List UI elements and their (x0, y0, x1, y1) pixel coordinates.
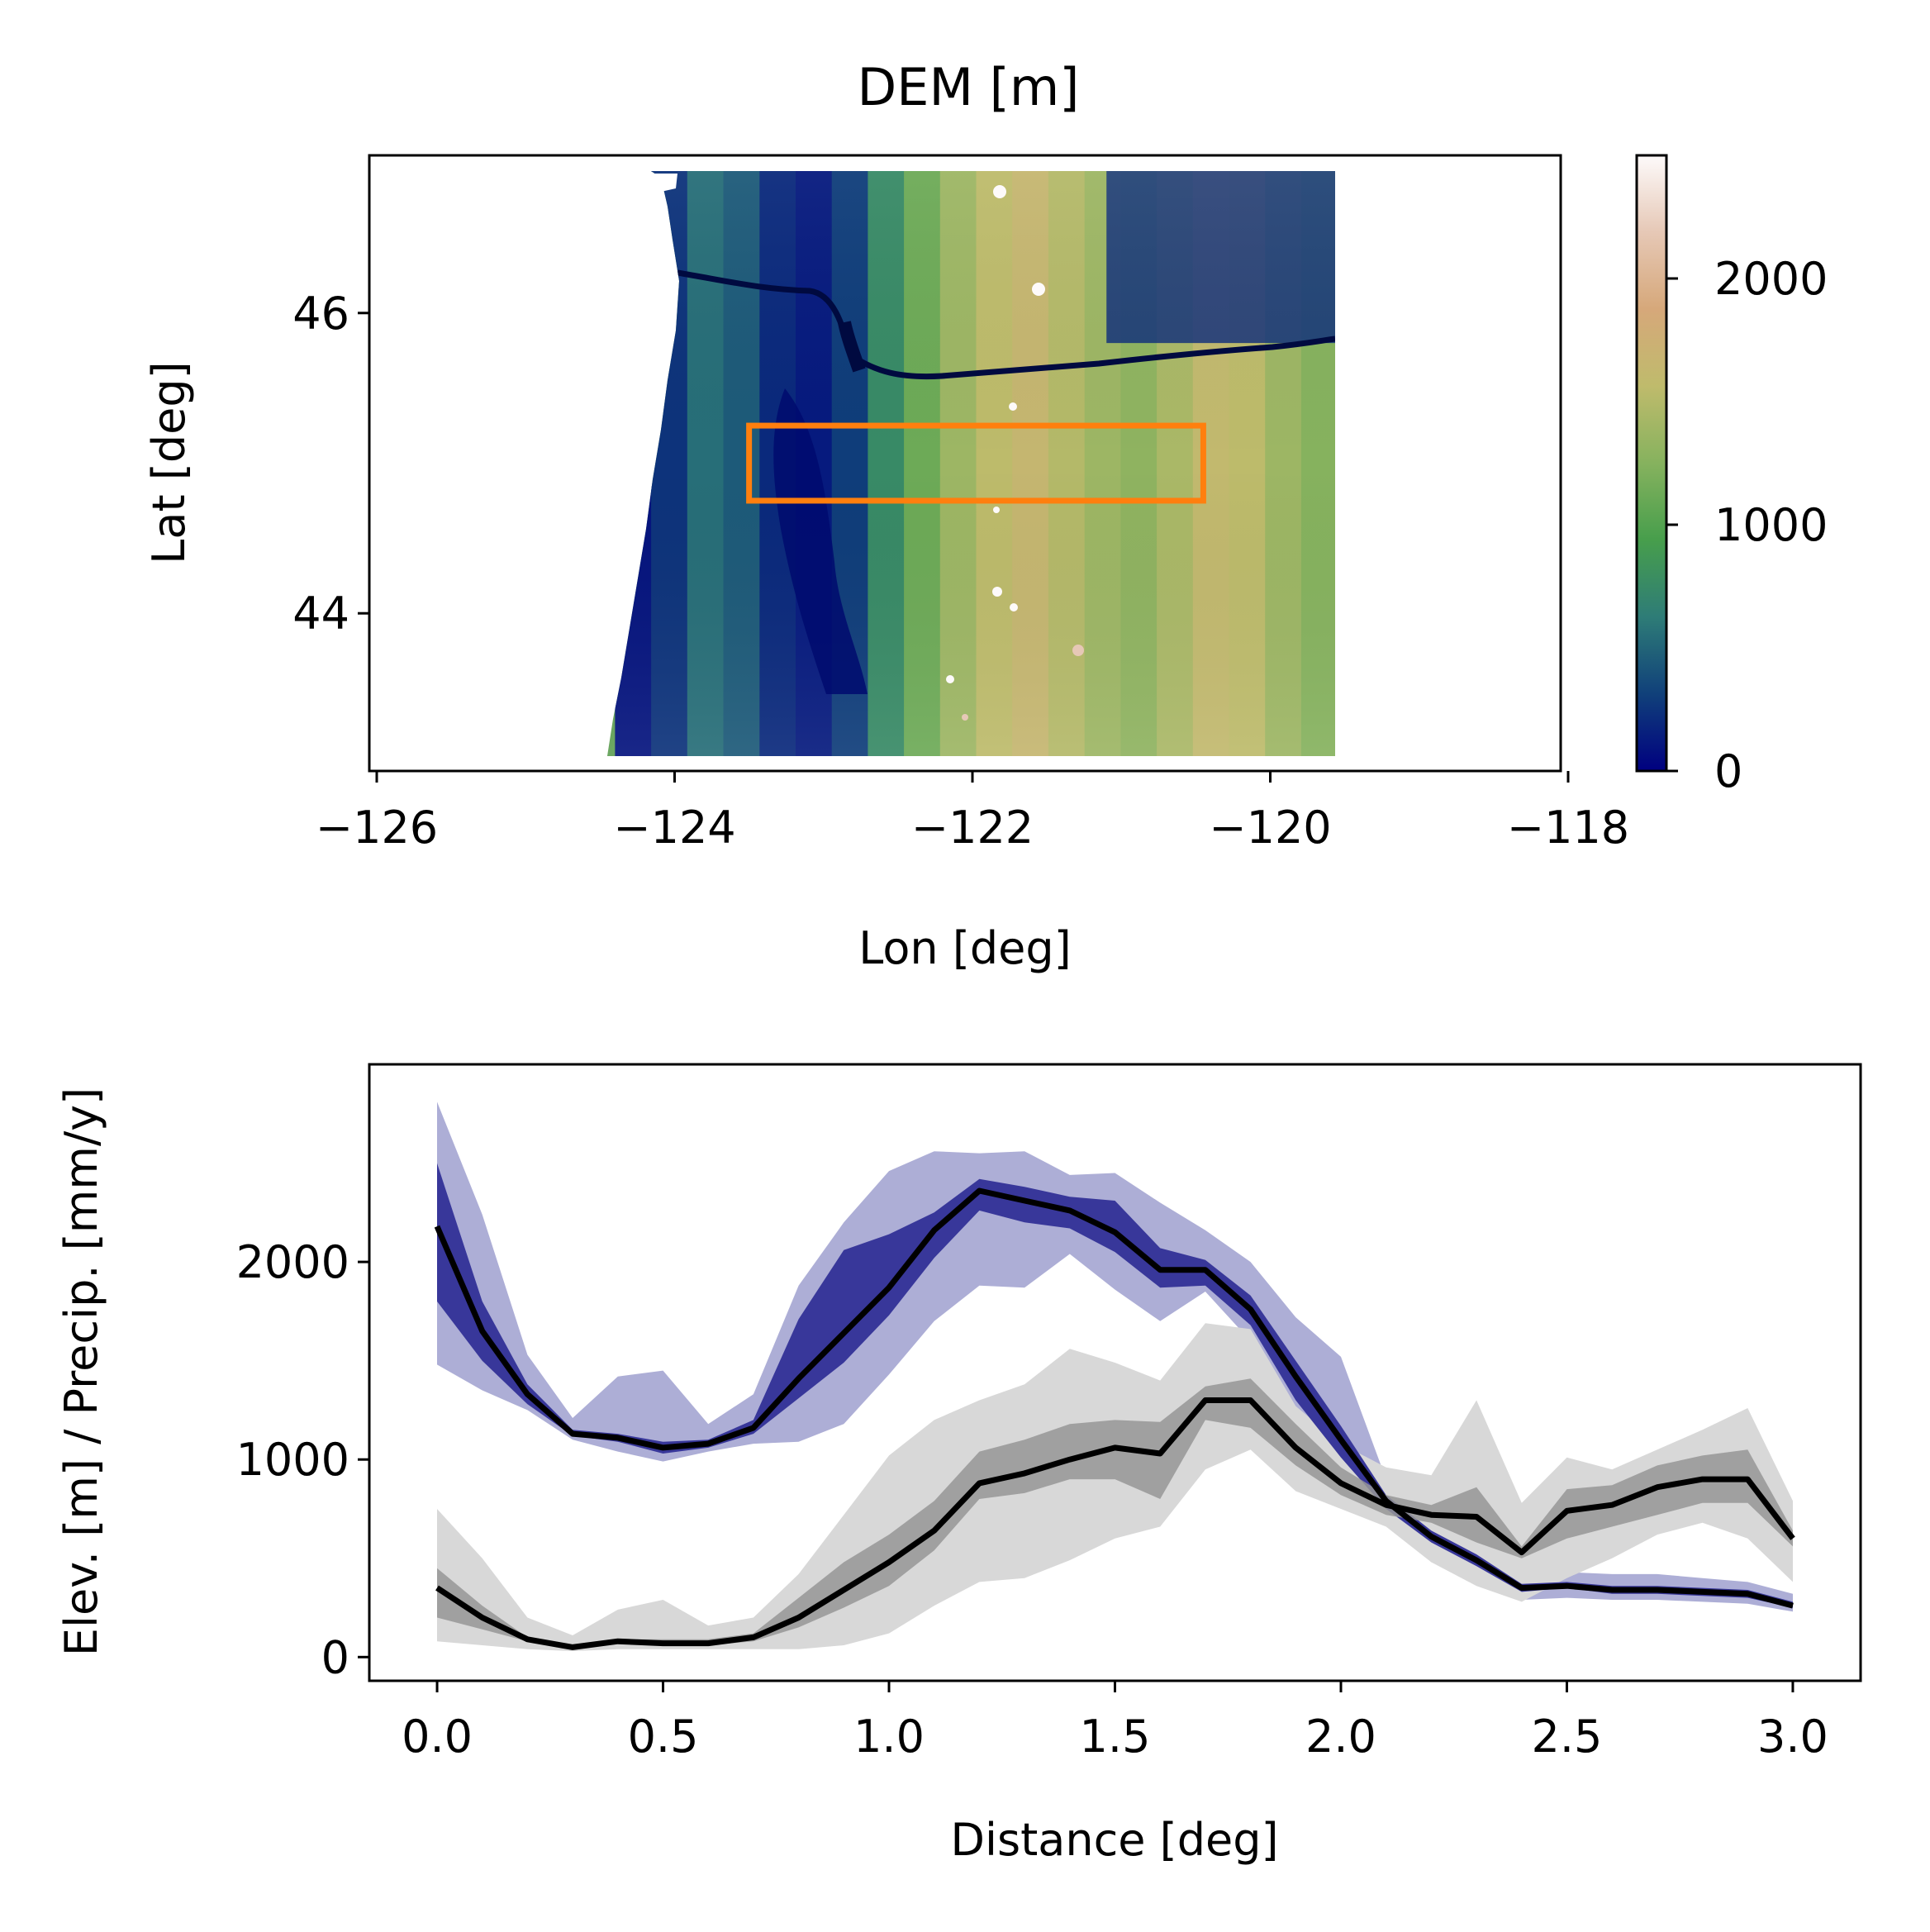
dem-x-tick-label: −122 (911, 802, 1034, 854)
dem-y-axis: 44 46 (292, 288, 369, 640)
dem-elevation-image (607, 171, 1335, 756)
series-0-line (434, 1187, 1794, 1609)
profile-y-axis: 0 1000 2000 (236, 1236, 369, 1683)
series-1-inner-band (437, 1378, 1793, 1649)
colorbar-tick-label: 0 (1714, 745, 1742, 797)
dem-x-axis: −126 −124 −122 −120 −118 (316, 771, 1629, 854)
profile-x-axis: 0.0 0.5 1.0 1.5 2.0 2.5 3.0 (402, 1681, 1828, 1763)
profile-x-tick-label: 3.0 (1757, 1711, 1828, 1763)
profile-x-tick-label: 0.0 (402, 1711, 473, 1763)
profile-x-tick-label: 1.5 (1080, 1711, 1151, 1763)
dem-x-tick-label: −120 (1209, 802, 1331, 854)
dem-map-panel: DEM [m] −126 −124 −122 −120 −118 44 46 (143, 57, 1828, 974)
dem-x-tick-label: −124 (613, 802, 735, 854)
series-1-outer-band (437, 1323, 1793, 1652)
colorbar-tick-label: 1000 (1714, 499, 1828, 551)
profile-y-tick-label: 2000 (236, 1236, 349, 1288)
profile-chart-panel: 0.0 0.5 1.0 1.5 2.0 2.5 3.0 0 1000 2000 Distance… (55, 1063, 1862, 1866)
dem-axes-frame (368, 154, 1562, 773)
profile-x-label: Distance [deg] (950, 1814, 1278, 1866)
dem-x-tick-label: −118 (1507, 802, 1629, 854)
profile-y-tick-label: 1000 (236, 1434, 349, 1486)
colorbar-gradient (1637, 155, 1666, 771)
colorbar-tick-label: 2000 (1714, 253, 1828, 305)
willamette-valley (773, 388, 868, 694)
series-1-line (435, 1397, 1795, 1650)
colorbar: 0 1000 2000 (1635, 154, 1828, 797)
dem-title: DEM [m] (858, 57, 1080, 117)
dem-y-label: Lat [deg] (143, 361, 195, 564)
dem-y-tick-label: 44 (292, 588, 349, 640)
dem-y-tick-label: 46 (292, 288, 349, 340)
profile-x-tick-label: 2.0 (1305, 1711, 1376, 1763)
profile-x-tick-label: 2.5 (1532, 1711, 1603, 1763)
profile-x-tick-label: 0.5 (628, 1711, 699, 1763)
profile-y-tick-label: 0 (321, 1631, 349, 1683)
region-box (746, 422, 1206, 504)
profile-x-tick-label: 1.0 (853, 1711, 925, 1763)
dem-x-label: Lon [deg] (858, 922, 1071, 974)
river-columbia (677, 269, 1335, 380)
profile-y-label: Elev. [m] / Precip. [mm/y] (55, 1087, 107, 1656)
dem-x-tick-label: −126 (316, 802, 438, 854)
